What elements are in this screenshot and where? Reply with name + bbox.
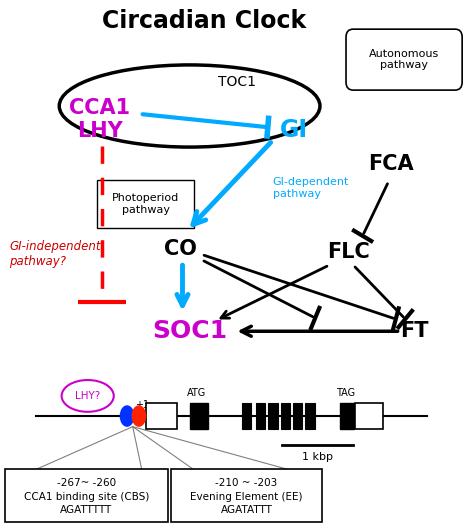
- Text: AGATTTTT: AGATTTTT: [60, 505, 113, 515]
- FancyBboxPatch shape: [5, 469, 168, 522]
- Text: TAG: TAG: [337, 388, 356, 398]
- Text: 1 kbp: 1 kbp: [302, 452, 333, 462]
- Bar: [281, 403, 290, 429]
- Text: ATG: ATG: [187, 388, 206, 398]
- Bar: [256, 403, 265, 429]
- Text: Circadian Clock: Circadian Clock: [102, 9, 306, 33]
- Text: GI: GI: [280, 118, 308, 142]
- Text: -210 ~ -203: -210 ~ -203: [215, 478, 278, 488]
- Bar: [146, 403, 177, 429]
- Text: CCA1 binding site (CBS): CCA1 binding site (CBS): [24, 491, 149, 501]
- Text: CCA1
LHY: CCA1 LHY: [69, 98, 130, 141]
- Ellipse shape: [120, 406, 134, 426]
- Text: GI-independent
pathway?: GI-independent pathway?: [9, 241, 101, 268]
- Text: LHY?: LHY?: [75, 391, 100, 401]
- Bar: [340, 403, 354, 429]
- Text: FLC: FLC: [327, 242, 370, 262]
- Text: SOC1: SOC1: [152, 319, 227, 343]
- FancyBboxPatch shape: [346, 29, 462, 90]
- Text: Photoperiod
pathway: Photoperiod pathway: [112, 193, 179, 215]
- Bar: [242, 403, 251, 429]
- Text: FT: FT: [401, 321, 429, 341]
- Text: AGATATTT: AGATATTT: [220, 505, 273, 515]
- Bar: [293, 403, 302, 429]
- Text: GI-dependent
pathway: GI-dependent pathway: [273, 178, 349, 199]
- Bar: [355, 403, 383, 429]
- Text: Evening Element (EE): Evening Element (EE): [190, 491, 303, 501]
- Bar: [268, 403, 278, 429]
- Text: +1: +1: [135, 400, 149, 410]
- Text: FCA: FCA: [368, 154, 414, 174]
- Bar: [305, 403, 315, 429]
- Ellipse shape: [132, 406, 146, 426]
- FancyBboxPatch shape: [171, 469, 322, 522]
- Text: Autonomous
pathway: Autonomous pathway: [369, 49, 439, 70]
- FancyBboxPatch shape: [97, 180, 194, 228]
- Text: -267~ -260: -267~ -260: [57, 478, 116, 488]
- Text: TOC1: TOC1: [218, 75, 256, 89]
- Bar: [190, 403, 208, 429]
- Text: CO: CO: [164, 239, 197, 259]
